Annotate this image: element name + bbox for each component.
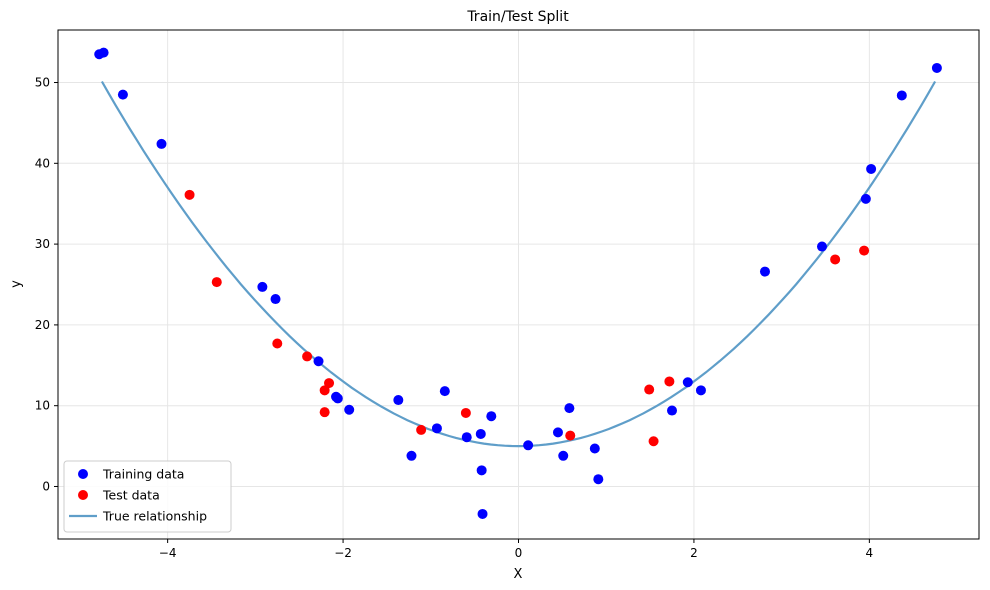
legend: Training data Test data True relationship (63, 460, 232, 533)
training-data-point (523, 440, 534, 451)
true-relationship-series (100, 80, 937, 448)
x-axis-label: X (514, 567, 523, 582)
training-data-point (431, 423, 442, 434)
training-data-point (486, 411, 497, 422)
training-data-point (393, 395, 404, 406)
y-tick-label: 40 (35, 156, 50, 170)
test-data-point (211, 277, 222, 288)
training-data-point (476, 465, 487, 476)
legend-marker (78, 490, 88, 500)
training-data-point (593, 474, 604, 485)
test-data-point (830, 254, 841, 265)
x-tick-label: 4 (866, 546, 874, 560)
test-data-point (184, 189, 195, 200)
training-data-point (475, 428, 486, 439)
training-data-point (860, 193, 871, 204)
y-tick-label: 20 (35, 318, 50, 332)
training-data-point (313, 356, 324, 367)
x-axis: −4 −2 0 2 4 (159, 539, 873, 560)
legend-marker (78, 469, 88, 479)
training-data-point (552, 427, 563, 438)
training-data-point (558, 450, 569, 461)
test-data-point (644, 384, 655, 395)
legend-label: Test data (102, 488, 160, 503)
legend-label: Training data (102, 467, 184, 482)
y-tick-label: 50 (35, 76, 50, 90)
training-data-point (866, 163, 877, 174)
test-data-point (324, 378, 335, 389)
test-data-point (859, 245, 870, 256)
training-data-point (156, 138, 167, 149)
training-data-point (344, 404, 355, 415)
training-data-point (667, 405, 677, 416)
training-data-point (257, 281, 268, 292)
y-axis-label: y (9, 280, 24, 288)
x-tick-label: 2 (690, 546, 698, 560)
training-data-point (816, 241, 827, 252)
test-data-point (319, 407, 330, 418)
training-data-point (564, 403, 575, 414)
training-data-point (931, 62, 942, 73)
true-relationship-line (100, 80, 937, 448)
training-data-point (117, 89, 128, 100)
test-data-point (302, 351, 313, 362)
test-data-point (460, 407, 471, 418)
grid (58, 30, 979, 539)
training-data-point (406, 450, 417, 461)
test-data-point (648, 436, 659, 447)
training-data-point (896, 90, 907, 101)
x-tick-label: −2 (334, 546, 352, 560)
test-data-point (565, 430, 576, 441)
training-data-point (682, 377, 693, 388)
legend-label: True relationship (102, 509, 207, 524)
training-data-point (98, 47, 109, 58)
training-data-point (270, 294, 281, 305)
x-tick-label: −4 (159, 546, 177, 560)
test-data-point (272, 338, 283, 349)
legend-box (63, 460, 232, 533)
training-data-point (439, 386, 450, 397)
test-data-point (319, 385, 330, 396)
y-axis: 0 10 20 30 40 50 (35, 76, 58, 493)
x-tick-label: 0 (515, 546, 523, 560)
chart-title: Train/Test Split (466, 9, 569, 25)
test-data-series (184, 189, 870, 447)
test-data-point (416, 424, 427, 435)
y-tick-label: 0 (42, 479, 50, 493)
training-data-point (589, 443, 600, 454)
training-data-point (695, 385, 706, 396)
test-data-point (664, 376, 675, 387)
training-data-series (94, 47, 942, 519)
training-data-point (461, 432, 472, 443)
training-data-point (759, 266, 770, 277)
training-data-point (332, 393, 343, 404)
y-tick-label: 30 (35, 237, 50, 251)
training-data-point (477, 508, 488, 519)
y-tick-label: 10 (35, 399, 50, 413)
